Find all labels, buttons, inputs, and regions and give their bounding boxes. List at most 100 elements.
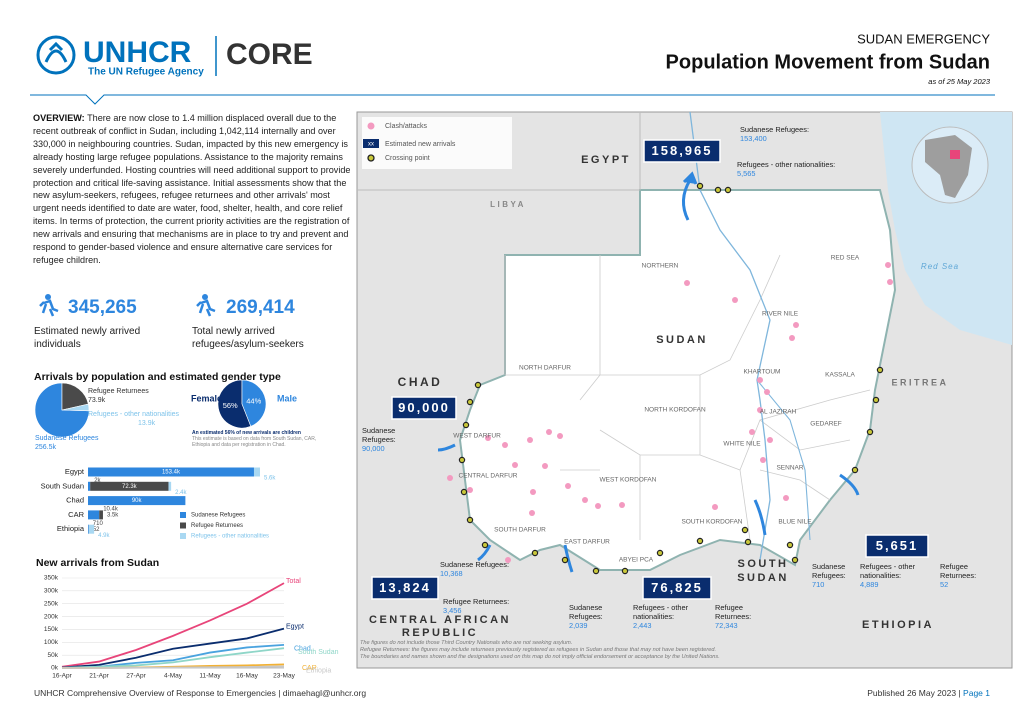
y-tick-label: 350k — [44, 575, 59, 582]
emergency-label: SUDAN EMERGENCY — [857, 31, 990, 46]
country-label: SUDAN — [656, 334, 708, 346]
clash-point — [546, 429, 552, 435]
callout-label: Refugees - other nationalities: — [860, 562, 916, 580]
header-rule — [30, 94, 995, 105]
crossing-point — [474, 381, 482, 389]
series-label: Egypt — [286, 624, 304, 631]
series-label: CAR — [302, 665, 317, 672]
series-label: Ethiopia — [306, 667, 331, 674]
arrow — [839, 473, 860, 496]
callout-label: Sudanese Refugees: — [362, 426, 396, 444]
crossing-point — [866, 428, 874, 436]
clash-point — [530, 489, 536, 495]
line-series — [61, 627, 285, 669]
clash-point — [764, 389, 770, 395]
legend-crossing — [367, 154, 375, 162]
line-chart: 0k 50k 100k 150k 200k 250k 300k 350k 16-Apr 21-Ap… — [44, 575, 339, 680]
bar-category: Egypt — [65, 467, 85, 476]
region-label: EAST DARFUR — [564, 539, 610, 546]
org-tagline: The UN Refugee Agency — [88, 67, 204, 78]
clash-point — [467, 487, 473, 493]
border-line — [357, 112, 641, 375]
callout-label: Sudanese Refugees: — [812, 562, 846, 580]
clash-point — [712, 504, 718, 510]
callout-value: 2,443 — [633, 621, 652, 630]
y-tick-label: 250k — [44, 600, 59, 607]
legend-label: Crossing point — [385, 155, 430, 162]
pie-slice — [61, 382, 89, 411]
pie-label: Refugees - other nationalities — [88, 411, 180, 418]
callout-total: 13,824 — [379, 580, 431, 595]
crossing-point — [462, 421, 470, 429]
callout-label: Refugee Returnees: — [715, 603, 752, 621]
legend-swatch — [180, 522, 186, 529]
clash-point — [582, 497, 588, 503]
legend-label: Female — [191, 393, 222, 403]
clash-point — [512, 462, 518, 468]
x-tick-label: 4-May — [164, 673, 183, 680]
arrow — [682, 179, 692, 221]
callout-total: 90,000 — [398, 400, 450, 415]
crossing-point — [696, 182, 704, 190]
clash-point — [732, 297, 738, 303]
clash-point — [887, 279, 893, 285]
clash-point — [485, 435, 491, 441]
y-tick-label: 0k — [51, 665, 59, 672]
pie-slice — [61, 403, 90, 412]
callout-label: Refugees - other nationalities: — [633, 603, 689, 621]
bar-value-label: 2.4k — [175, 490, 187, 496]
bar-chart: Egypt 153.4k 5.6k South Sudan 2k 72.3k 2.4k Cha… — [41, 467, 277, 540]
crossing-point — [724, 186, 732, 194]
line-series — [62, 665, 285, 669]
arrows — [437, 171, 860, 573]
footnote: The figures do not include those Third C… — [360, 640, 573, 646]
bar-category: Chad — [66, 496, 84, 505]
crossing-point — [741, 526, 749, 534]
pie-charts: Refugee Returnees 73.9k Refugees - other n… — [34, 379, 297, 451]
overview-text: There are now close to 1.4 million displ… — [33, 113, 351, 265]
stat-icon — [196, 294, 216, 317]
callout-item: Sudanese Refugees: 90,000 — [362, 426, 407, 453]
bar-segment — [88, 481, 91, 491]
bar-category: CAR — [68, 510, 84, 519]
logo-ring — [36, 35, 76, 75]
region-label: NORTH KORDOFAN — [644, 407, 706, 414]
clash-point — [793, 322, 799, 328]
region-label: SOUTH KORDOFAN — [681, 519, 742, 526]
legend-label: Sudanese Refugees — [191, 513, 245, 519]
series-label: South Sudan — [298, 649, 339, 656]
crossing-point — [851, 466, 859, 474]
crossing-point — [714, 186, 722, 194]
date: as of 25 May 2023 — [928, 77, 991, 86]
clash-point — [789, 335, 795, 341]
region-label: KHARTOUM — [744, 369, 781, 376]
bar-value-label: 10.4k — [103, 506, 119, 512]
callout-box — [371, 576, 439, 600]
region-label: AL JAZIRAH — [760, 409, 797, 416]
bar-value-label: 710 — [93, 521, 104, 527]
callout-total: 5,651 — [876, 538, 919, 553]
callout-value: 710 — [812, 580, 825, 589]
region-label: WEST KORDOFAN — [600, 477, 657, 484]
crossing-point — [466, 398, 474, 406]
clash-point — [595, 503, 601, 509]
callout-item: Sudanese Refugees: 2,039 — [569, 603, 624, 630]
region-labels: NORTHERN RED SEA RIVER NILE NORTH DARFUR KHA… — [453, 255, 860, 564]
crossing-point — [786, 541, 794, 549]
callout-value: 4,889 — [860, 580, 879, 589]
bar-value-label: 52 — [93, 527, 100, 533]
region-label: BLUE NILE — [778, 519, 812, 526]
map: xx Clash/attacks Estimated new arrivals … — [356, 111, 1013, 669]
inset-africa — [925, 135, 972, 198]
callout-box — [643, 139, 721, 163]
bar-segment — [88, 467, 254, 477]
bar-value-label: 153.4k — [162, 470, 181, 476]
pie-slice — [217, 379, 252, 429]
clash-point — [749, 429, 755, 435]
stat-icon — [39, 294, 59, 317]
crossing-point — [791, 556, 799, 564]
callout-value: 153,400 — [740, 134, 767, 143]
bar-category: South Sudan — [41, 481, 84, 490]
callout-box — [391, 396, 457, 420]
